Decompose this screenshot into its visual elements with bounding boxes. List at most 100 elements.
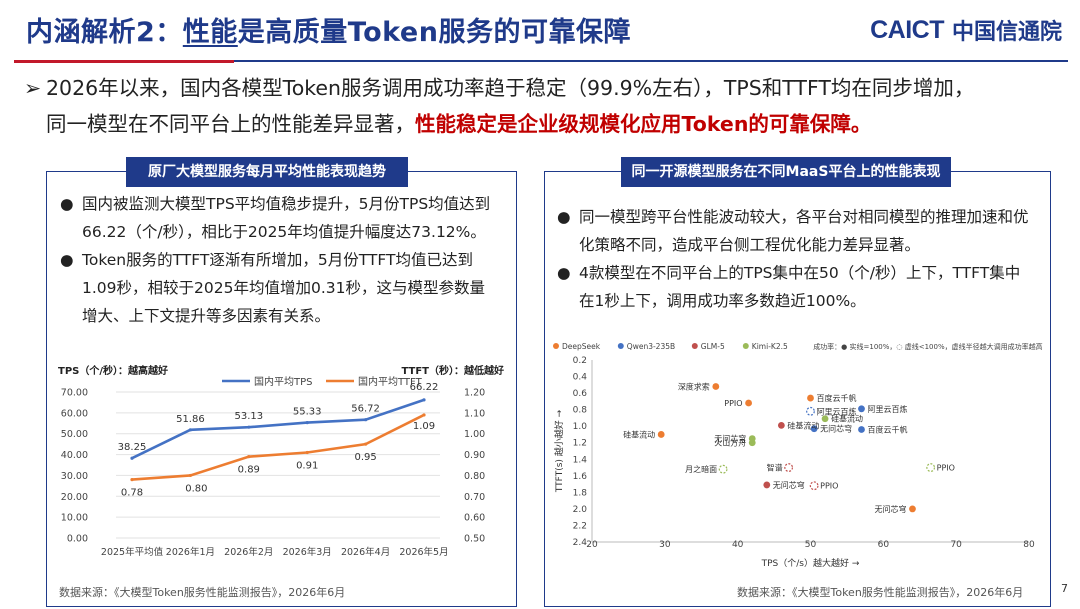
logo-mark: CAICT	[870, 15, 944, 44]
data-label: 55.33	[293, 407, 322, 418]
data-label: 66.22	[410, 382, 439, 393]
y-tick-label: 0.2	[573, 356, 587, 366]
right-bullet-2: ● 4款模型在不同平台上的TPS集中在50（个/秒）上下，TTFT集中在1秒上下，…	[553, 259, 1033, 315]
scatter-point-label: 月之暗面	[685, 464, 717, 474]
scatter-point	[763, 481, 771, 489]
scatter-point-label: PPIO	[724, 399, 742, 408]
y-tick-label-left: 60.00	[61, 408, 88, 419]
y-tick-label-left: 20.00	[61, 492, 88, 503]
scatter-point-label: 阿里云百炼	[867, 404, 907, 414]
y-tick-label: 2.2	[573, 521, 587, 531]
bullet-dot-icon: ●	[60, 251, 74, 269]
logo-cn-text: 中国信通院	[951, 20, 1062, 45]
scatter-point-label: 阿里云百炼	[817, 406, 857, 416]
x-tick-label: 30	[659, 540, 671, 550]
summary-text: ➢ 2026年以来，国内各模型Token服务调用成功率趋于稳定（99.9%左右），…	[24, 70, 1074, 142]
x-tick-label: 2026年1月	[166, 546, 215, 558]
scatter-point-label: 无问芯穹	[773, 480, 805, 490]
y-tick-label-right: 1.00	[464, 429, 485, 440]
legend-label-2: GLM-5	[701, 342, 725, 351]
left-bullet-2: ● Token服务的TTFT逐渐有所增加，5月份TTFT均值已达到1.09秒，相较…	[56, 246, 498, 330]
y-tick-label-right: 0.50	[464, 534, 485, 545]
slide-title: 内涵解析2：性能是高质量Token服务的可靠保障	[26, 10, 631, 49]
data-label: 0.78	[121, 488, 143, 499]
data-point	[422, 413, 426, 417]
left-bullets: ● 国内被监测大模型TPS平均值稳步提升，5月份TPS均值达到66.22（个/秒）…	[56, 190, 498, 330]
y-tick-label: 2.4	[573, 538, 588, 548]
right-bullets: ● 同一模型跨平台性能波动较大，各平台对相同模型的推理加速和优化策略不同，造成平台…	[553, 203, 1033, 315]
data-point	[364, 442, 368, 446]
y-tick-label: 0.4	[573, 373, 588, 383]
left-panel-title: 原厂大模型服务每月平均性能表现趋势	[126, 157, 408, 187]
legend-marker-2	[691, 343, 698, 349]
right-source: 数据来源：《大模型Token服务性能监测报告》，2026年6月	[737, 586, 1024, 599]
scatter-point	[909, 505, 916, 513]
data-label: 0.80	[185, 483, 207, 494]
legend-label-1: Qwen3-235B	[627, 342, 675, 351]
scatter-point-label: 百度云千帆	[867, 424, 907, 434]
right-bullet-2-text: 4款模型在不同平台上的TPS集中在50（个/秒）上下，TTFT集中在1秒上下，调…	[579, 264, 1021, 310]
x-tick-label: 50	[805, 540, 817, 550]
scatter-point-label: PPIO	[820, 482, 838, 491]
summary-line1: 2026年以来，国内各模型Token服务调用成功率趋于稳定（99.9%左右），T…	[46, 76, 975, 100]
data-point	[305, 420, 309, 425]
data-point	[247, 455, 251, 459]
arrow-icon: ➢	[24, 76, 42, 100]
header-divider-accent	[14, 60, 234, 63]
x-tick-label: 2025年平均值	[101, 546, 164, 558]
scatter-point-label: 硅基流动	[831, 414, 863, 424]
x-tick-label: 40	[732, 540, 744, 550]
y-tick-label: 0.6	[573, 389, 588, 399]
header-divider	[14, 60, 1068, 62]
y-tick-label-left: 70.00	[61, 388, 88, 399]
x-tick-label: 60	[878, 540, 890, 550]
legend-marker-1	[617, 343, 624, 349]
x-tick-label: 80	[1023, 540, 1035, 550]
data-point	[188, 428, 192, 432]
x-tick-label: 2026年4月	[341, 546, 390, 558]
scatter-point-label: 硅基流动	[787, 420, 819, 430]
y-tick-label-right: 0.80	[464, 471, 485, 482]
x-tick-label: 2026年2月	[224, 546, 273, 558]
scatter-point-dashed	[926, 463, 936, 472]
y-tick-label: 2.0	[573, 505, 588, 515]
scatter-point-label: 智谱	[767, 463, 783, 473]
right-bullet-1: ● 同一模型跨平台性能波动较大，各平台对相同模型的推理加速和优化策略不同，造成平台…	[553, 203, 1033, 259]
scatter-point-label: 百度云千帆	[817, 393, 857, 403]
scatter-point	[858, 405, 865, 413]
scatter-point-dashed	[784, 463, 794, 472]
y-tick-label-right: 0.90	[464, 450, 485, 461]
legend-marker-0	[553, 343, 559, 349]
scatter-point	[821, 415, 829, 423]
data-point	[364, 418, 368, 422]
summary-highlight: 性能稳定是企业级规模化应用Token的可靠保障。	[415, 112, 872, 136]
y-tick-label-right: 1.10	[464, 408, 485, 419]
data-label: 51.86	[176, 414, 205, 425]
summary-line2: 同一模型在不同平台上的性能差异显著，	[46, 112, 415, 136]
data-label: 0.91	[296, 460, 318, 471]
scatter-point-label: PPIO	[937, 464, 955, 473]
y-tick-label: 1.2	[573, 439, 587, 449]
data-label: 38.25	[118, 442, 147, 453]
bullet-dot-icon: ●	[557, 208, 571, 226]
right-panel-title: 同一开源模型服务在不同MaaS平台上的性能表现	[621, 157, 951, 187]
y-tick-label: 0.8	[573, 406, 588, 416]
scatter-point	[745, 399, 752, 407]
scatter-point-dashed	[806, 406, 815, 416]
page-number: 7	[1061, 582, 1068, 595]
data-point	[130, 456, 134, 460]
y-tick-label-left: 10.00	[61, 513, 88, 524]
scatter-point	[657, 431, 665, 438]
caict-logo: CAICT 中国信通院	[870, 14, 1062, 46]
data-point	[188, 473, 192, 478]
scatter-point	[712, 383, 720, 390]
left-bullet-1-text: 国内被监测大模型TPS平均值稳步提升，5月份TPS均值达到66.22（个/秒），…	[82, 195, 491, 241]
data-point	[305, 450, 309, 455]
legend-note: 成功率：● 实线=100%，◌ 虚线<100%，虚线半径越大调用成功率越高	[813, 342, 1042, 351]
data-label: 0.89	[238, 465, 260, 476]
left-panel	[46, 171, 517, 607]
series-line-0	[131, 398, 425, 460]
scatter-point-label: 无问芯穹	[714, 434, 746, 444]
x-axis-title: TPS（个/s）越大越好 →	[761, 557, 860, 569]
